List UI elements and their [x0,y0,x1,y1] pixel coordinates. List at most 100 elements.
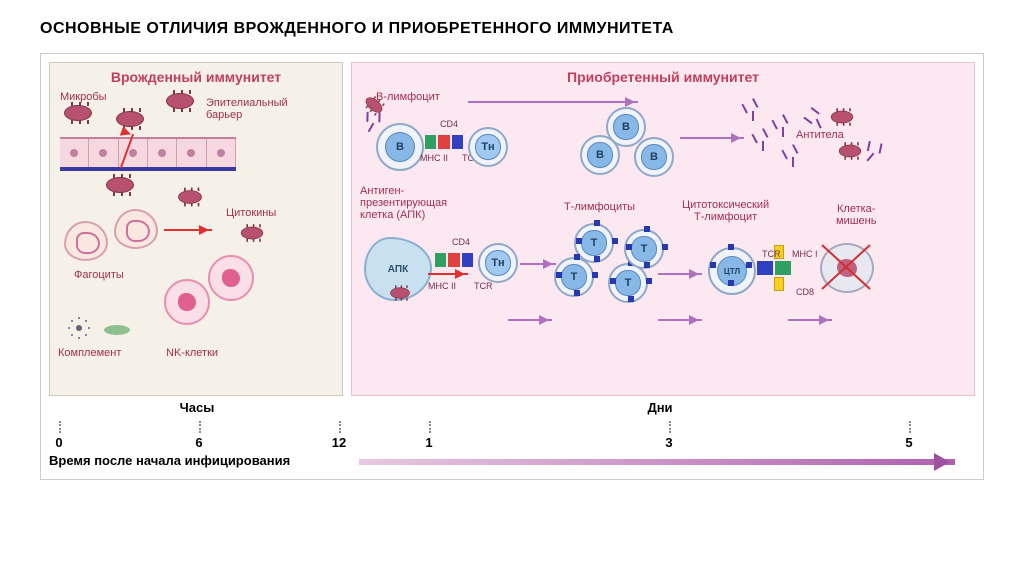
ctl-nucleus: ЦТЛ [717,256,747,286]
timeline: Время после начала инфицирования 0 6 12 1 3 5 [49,421,975,471]
th-cell: Tн [468,127,508,167]
days-label: Дни [345,400,975,415]
complement-icon [70,319,88,337]
tcr-label: TCR [474,281,493,291]
microbe-icon [106,177,134,193]
th-nucleus: Tн [475,134,500,159]
apc-label: Антиген- презентирующая клетка (АПК) [360,185,447,221]
antibody-icon [756,133,770,151]
antibody-icon [746,103,760,121]
time-arrow-icon [359,459,955,465]
th-nucleus: Tн [485,250,510,275]
flow-arrow [788,319,832,321]
b-cell-nucleus: B [641,144,666,169]
timeline-tick-label: 5 [905,435,912,450]
microbe-icon [839,145,861,158]
microbe-in-apc-icon [390,287,410,298]
tcr-label: TCR [762,249,781,259]
t-nucleus: T [615,270,640,295]
microbes-label: Микробы [60,91,107,103]
t-cell: T [624,229,664,269]
antibodies-label: Антитела [796,129,844,141]
epithelial-label: Эпителиальный барьер [206,97,288,121]
main-title: ОСНОВНЫЕ ОТЛИЧИЯ ВРОЖДЕННОГО И ПРИОБРЕТЕ… [40,20,984,38]
timeline-tick [199,421,202,433]
th-cell: Tн [478,243,518,283]
cd8-label: CD8 [796,287,814,297]
flow-arrow [508,319,552,321]
mhc1-label: MHC I [792,249,818,259]
nk-cell-icon [164,279,210,325]
antibody-icon [786,149,800,167]
microbe-icon [166,93,194,109]
microbe-icon [178,190,202,204]
timeline-tick-label: 12 [332,435,346,450]
present-arrow [428,273,468,275]
epithelial-barrier [60,137,236,171]
target-label: Клетка- мишень [836,203,876,227]
innate-header: Врожденный иммунитет [56,69,336,85]
nk-label: NK-клетки [166,347,218,359]
nk-cell-icon [208,255,254,301]
timeline-tick-label: 6 [195,435,202,450]
timeline-tick [429,421,432,433]
cd8-icon [774,277,784,291]
flow-arrow [658,319,702,321]
timeline-unit-row: Часы Дни [49,400,975,415]
complement-label: Комплемент [58,347,121,359]
t-arrow [520,263,556,265]
innate-panel: Врожденный иммунитет Микробы Эпителиальн… [49,62,343,396]
timeline-tick [59,421,62,433]
t-cell: T [608,263,648,303]
receptor-block [424,135,464,149]
antibody-icon [776,119,790,137]
b-cell-nucleus: B [587,142,612,167]
complement-oval-icon [104,325,130,335]
b-cell: B [634,137,674,177]
ctl-arrow [658,273,702,275]
phagocytes-label: Фагоциты [74,269,124,281]
mhc2-label: MHC II [428,281,456,291]
cytokine-arrow [164,229,212,231]
t-nucleus: T [631,236,656,261]
adaptive-panel: Приобретенный иммунитет В-лимфоцит B CD4… [351,62,975,396]
timeline-tick-label: 0 [55,435,62,450]
antibody-icon [807,109,827,131]
adaptive-header: Приобретенный иммунитет [358,69,968,85]
t-nucleus: T [561,264,586,289]
b-cell: B [376,123,424,171]
t-cell: T [554,257,594,297]
ctl-cell: ЦТЛ [708,247,756,295]
cytokines-label: Цитокины [226,207,276,219]
antibody-arrow [680,137,744,139]
timeline-tick-label: 1 [425,435,432,450]
diagram: Врожденный иммунитет Микробы Эпителиальн… [40,53,984,480]
microbe-icon [116,111,144,127]
kill-x-icon [818,241,874,293]
cd4-label: CD4 [452,237,470,247]
microbe-icon [241,227,263,240]
b-cell: B [580,135,620,175]
b-arrow [468,101,638,103]
timeline-tick [339,421,342,433]
ctl-label: Цитотоксический Т-лимфоцит [682,199,769,223]
microbe-icon [831,111,853,124]
t-nucleus: T [581,230,606,255]
b-lymphocyte-label: В-лимфоцит [376,91,440,103]
timeline-tick-label: 3 [665,435,672,450]
t-lymphocytes-label: Т-лимфоциты [564,201,635,213]
antibody-icon [862,143,884,166]
receptor-block [434,253,474,267]
b-cell-nucleus: B [613,114,638,139]
timeline-tick [909,421,912,433]
microbe-icon [64,105,92,121]
time-axis-label: Время после начала инфицирования [49,453,290,468]
cd4-label: CD4 [440,119,458,129]
timeline-tick [669,421,672,433]
phagocyte-icon [64,221,108,261]
mhc2-label: MHC II [420,153,448,163]
phagocyte-icon [114,209,158,249]
b-cell-nucleus: B [385,132,415,162]
hours-label: Часы [49,400,345,415]
receptor-block [756,261,792,275]
